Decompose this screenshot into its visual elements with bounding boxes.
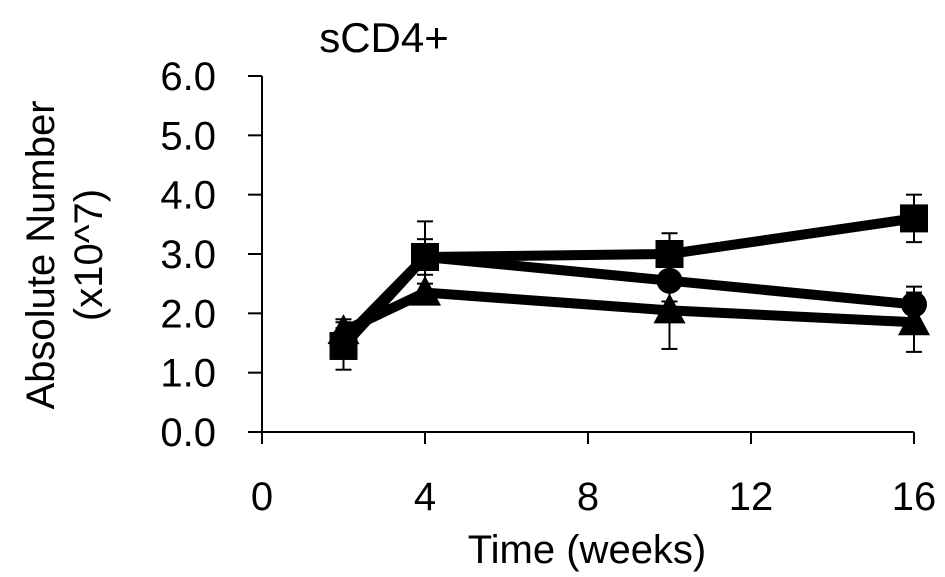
y-tick-label: 3.0	[160, 233, 216, 277]
x-tick-label: 0	[251, 475, 273, 519]
y-tick-label: 4.0	[160, 174, 216, 218]
x-tick-label: 16	[892, 475, 937, 519]
y-tick-label: 6.0	[160, 55, 216, 99]
x-tick-label: 8	[577, 475, 599, 519]
triangle-marker	[653, 293, 686, 324]
y-axis-label-line2: (x10^7)	[67, 189, 111, 321]
circle-marker	[412, 243, 438, 270]
y-tick-label: 0.0	[160, 411, 216, 455]
y-tick-label: 2.0	[160, 292, 216, 336]
square-marker	[900, 204, 928, 233]
y-axis-label: Absolute Number (x10^7)	[19, 100, 111, 409]
series-line-triangle	[341, 287, 915, 336]
x-tick-label: 4	[414, 475, 436, 519]
y-tick-label: 5.0	[160, 114, 216, 158]
y-tick-label: 1.0	[160, 352, 216, 396]
circle-marker	[656, 267, 683, 294]
triangle-marker	[409, 275, 441, 306]
square-marker	[655, 240, 684, 268]
plot-area: 0.0 1.0 2.0 3.0 4.0 5.0 6.0 0 4 8 12 16	[160, 55, 936, 519]
x-axis-label: Time (weeks)	[468, 528, 707, 572]
chart-title: sCD4+	[319, 14, 449, 61]
triangle-marker	[898, 305, 930, 336]
triangle-marker	[327, 314, 360, 345]
series-line-circle	[339, 251, 915, 344]
series-line-square	[339, 213, 915, 350]
y-axis-label-line1: Absolute Number	[19, 100, 63, 409]
circle-marker	[901, 291, 927, 318]
x-tick-label: 12	[729, 475, 774, 519]
